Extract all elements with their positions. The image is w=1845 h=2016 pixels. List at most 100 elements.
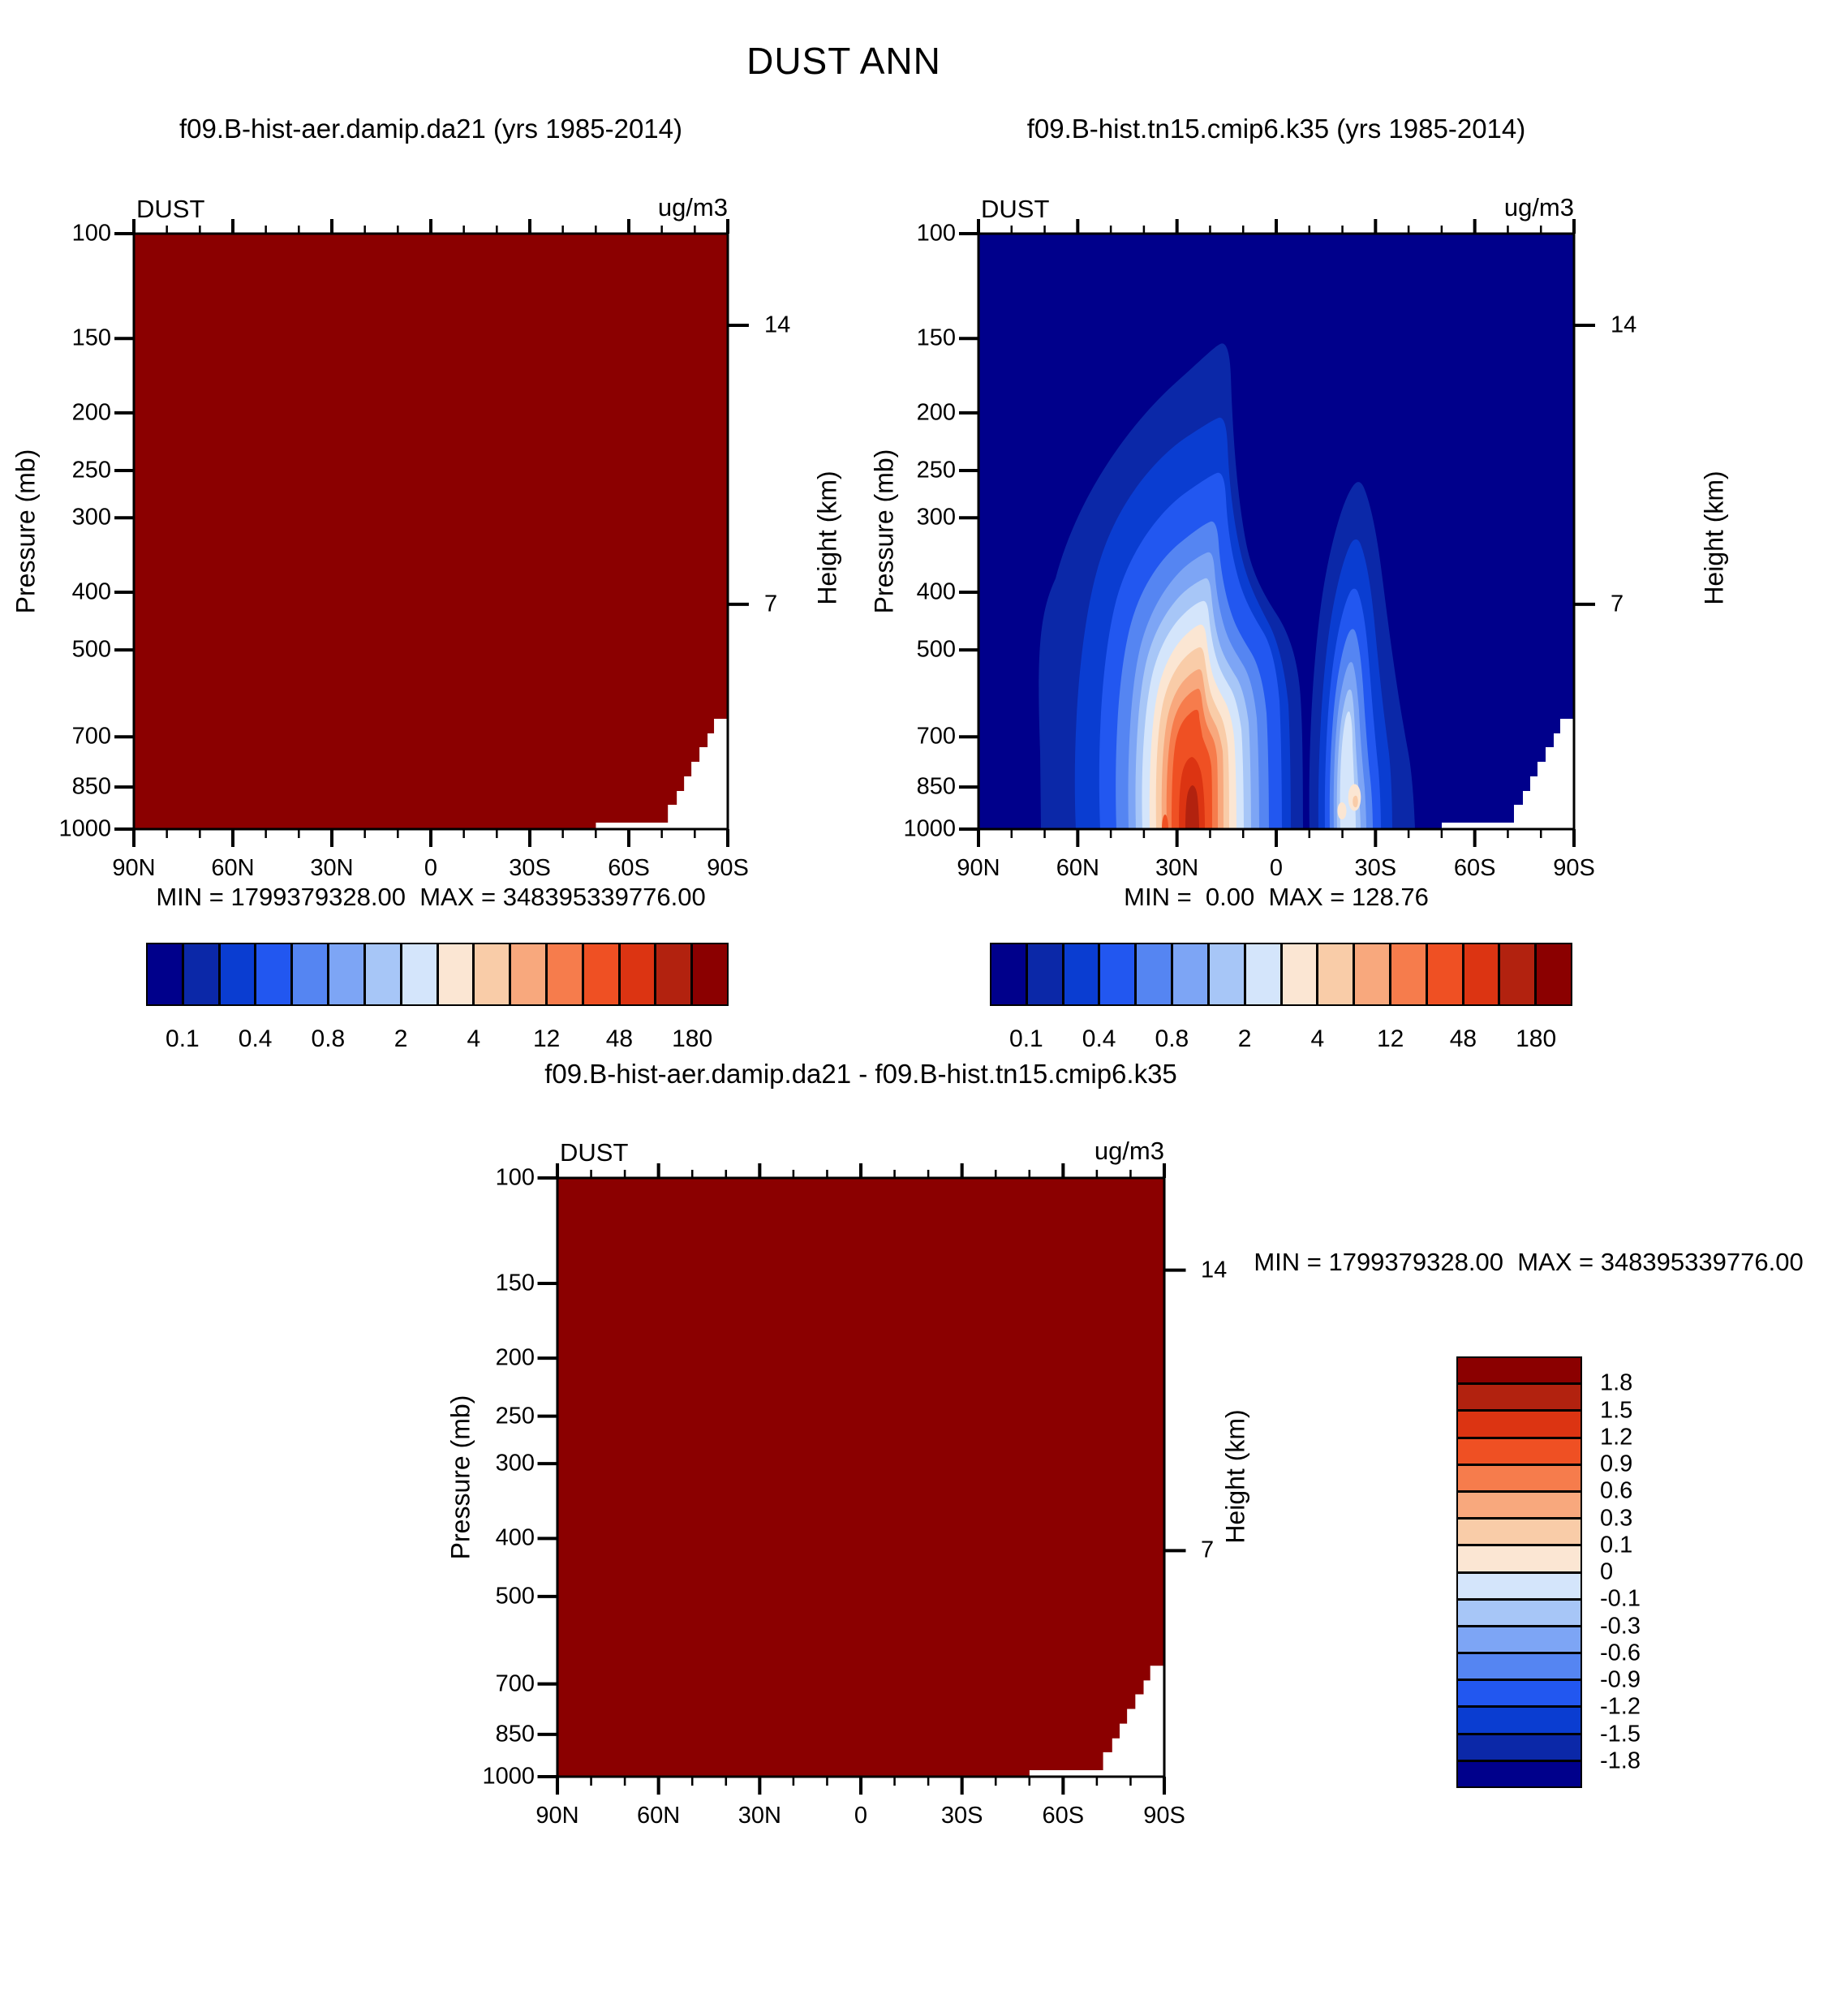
lat-tick-label: 0 <box>424 855 438 881</box>
pressure-tick-label: 100 <box>495 1164 535 1191</box>
colorbar-tick-label: 0.8 <box>311 1025 346 1052</box>
antarctica-terrain-notch <box>596 719 728 829</box>
field-label-diff: DUST <box>560 1138 629 1167</box>
colorbar-tick-label: 0.8 <box>1155 1025 1189 1052</box>
colorbar-cell <box>1458 1382 1581 1410</box>
colorbar-cell <box>1458 1652 1581 1679</box>
pressure-tick-label: 200 <box>916 399 956 426</box>
colorbar-cell <box>1458 1597 1581 1625</box>
colorbar-cell <box>1316 944 1353 1004</box>
height-tick-label: 14 <box>1611 312 1637 338</box>
lat-tick-label: 30N <box>310 855 354 881</box>
colorbar-cell <box>1134 944 1172 1004</box>
plot-border <box>132 232 729 831</box>
pressure-tick-label: 200 <box>495 1344 535 1371</box>
plot-border <box>556 1176 1166 1778</box>
lat-tick-label: 60S <box>608 855 650 881</box>
colorbar-tick-label: 0.4 <box>1082 1025 1116 1052</box>
colorbar-cell <box>1353 944 1389 1004</box>
height-tick-label: 7 <box>1201 1537 1215 1563</box>
height-tick-label: 7 <box>764 591 778 617</box>
colorbar-cell <box>1061 944 1099 1004</box>
colorbar-horizontal-0 <box>146 943 729 1006</box>
colorbar-cell <box>1206 944 1244 1004</box>
colorbar-cell <box>1458 1463 1581 1490</box>
colorbar-cell <box>544 944 582 1004</box>
pressure-tick-label: 500 <box>916 636 956 663</box>
colorbar-cell <box>1461 944 1499 1004</box>
colorbar-cell <box>290 944 328 1004</box>
plot-area-panel-2 <box>537 1163 1186 1795</box>
pressure-tick-label: 300 <box>495 1450 535 1477</box>
colorbar-cell <box>1458 1624 1581 1653</box>
colorbar-cell <box>1458 1759 1581 1786</box>
colorbar-cell <box>1388 944 1426 1004</box>
colorbar-tick-label: 0.1 <box>1009 1025 1043 1052</box>
colorbar-cell <box>436 944 473 1004</box>
colorbar-cell <box>1458 1436 1581 1464</box>
colorbar-cell <box>1458 1358 1581 1383</box>
colorbar-cell <box>1534 944 1571 1004</box>
colorbar-tick-label: 2 <box>1237 1025 1252 1052</box>
colorbar-cell <box>1279 944 1317 1004</box>
colorbar-tick-label: 48 <box>1449 1025 1477 1052</box>
lat-tick-label: 0 <box>1269 855 1284 881</box>
colorbar-cell <box>1458 1409 1581 1437</box>
minmax-top-right: MIN = 0.00 MAX = 128.76 <box>1124 883 1429 911</box>
colorbar-cell <box>1171 944 1207 1004</box>
pressure-tick-label: 250 <box>916 457 956 484</box>
pressure-tick-label: 1000 <box>482 1763 535 1790</box>
colorbar-tick-label: 0.1 <box>1600 1532 1633 1558</box>
colorbar-cell <box>363 944 400 1004</box>
colorbar-tick-label: 0 <box>1600 1558 1614 1585</box>
minmax-top-left: MIN = 1799379328.00 MAX = 348395339776.0… <box>156 883 706 911</box>
colorbar-tick-label: -1.8 <box>1600 1747 1641 1774</box>
contour-ring-14 <box>1185 785 1199 829</box>
colorbar-tick-label: 180 <box>672 1025 713 1052</box>
colorbar-tick-label: 0.1 <box>166 1025 200 1052</box>
pressure-tick-label: 200 <box>71 399 111 426</box>
colorbar-tick-label: -0.1 <box>1600 1585 1641 1612</box>
colorbar-cell <box>617 944 655 1004</box>
pressure-tick-label: 300 <box>916 504 956 531</box>
colorbar-cell <box>1458 1517 1581 1545</box>
colorbar-tick-label: 0.9 <box>1600 1451 1633 1477</box>
colorbar-tick-label: 1.8 <box>1600 1369 1633 1396</box>
antarctica-terrain-notch <box>1029 1666 1164 1777</box>
units-label-top-right: ug/m3 <box>1503 193 1574 221</box>
colorbar-cell <box>1425 944 1462 1004</box>
lat-tick-label: 30N <box>1155 855 1199 881</box>
lat-tick-label: 60S <box>1042 1803 1085 1829</box>
pressure-tick-label: 250 <box>495 1403 535 1429</box>
lat-tick-label: 90S <box>707 855 749 881</box>
colorbar-cell <box>1458 1544 1581 1571</box>
colorbar-tick-label: -0.6 <box>1600 1640 1641 1666</box>
pressure-tick-label: 1000 <box>903 815 956 842</box>
height-tick-label: 14 <box>764 312 791 338</box>
colorbar-tick-label: 12 <box>532 1025 561 1052</box>
lat-tick-label: 90S <box>1143 1803 1185 1829</box>
lat-tick-label: 90S <box>1553 855 1595 881</box>
pressure-tick-label: 150 <box>916 325 956 351</box>
colorbar-cell <box>690 944 727 1004</box>
colorbar-tick-label: 0.6 <box>1600 1477 1633 1504</box>
colorbar-cell <box>472 944 510 1004</box>
pressure-tick-label: 250 <box>71 457 111 484</box>
height-axis-label-diff: Height (km) <box>1220 1409 1250 1544</box>
panel-title-top-left: f09.B-hist-aer.damip.da21 (yrs 1985-2014… <box>178 114 683 144</box>
lat-tick-label: 30N <box>738 1803 781 1829</box>
colorbar-tick-label: 180 <box>1516 1025 1557 1052</box>
panel-title-diff: f09.B-hist-aer.damip.da21 - f09.B-hist.t… <box>544 1059 1177 1089</box>
colorbar-cell <box>1458 1679 1581 1706</box>
pressure-tick-label: 100 <box>71 220 111 247</box>
colorbar-cell <box>327 944 363 1004</box>
colorbar-cell <box>1243 944 1280 1004</box>
pressure-tick-label: 150 <box>71 325 111 351</box>
pressure-tick-label: 850 <box>916 773 956 800</box>
colorbar-vertical-diff <box>1456 1356 1582 1788</box>
colorbar-horizontal-1 <box>990 943 1572 1006</box>
colorbar-cell <box>654 944 691 1004</box>
pressure-tick-label: 700 <box>71 723 111 750</box>
colorbar-cell <box>1098 944 1135 1004</box>
